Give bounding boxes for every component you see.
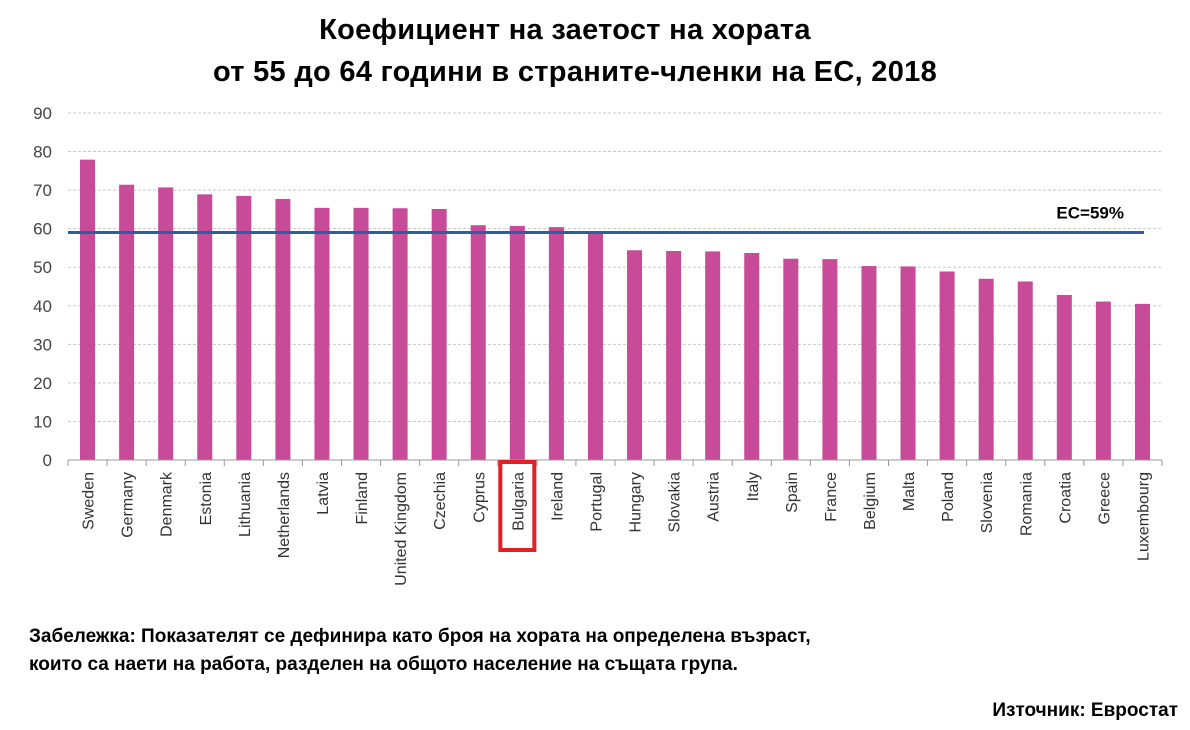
- bar-france: [822, 259, 838, 460]
- bar-portugal: [587, 231, 603, 460]
- note-line-2: които са наети на работа, разделен на об…: [29, 654, 738, 675]
- x-tick-label: Portugal: [588, 472, 605, 532]
- x-tick-label: Slovakia: [667, 472, 684, 533]
- y-tick-label: 60: [33, 220, 52, 239]
- note: Забележка: Показателят се дефинира като …: [29, 623, 811, 679]
- bar-cyprus: [470, 225, 486, 460]
- x-tick-label: Denmark: [159, 471, 176, 537]
- y-tick-label: 40: [33, 297, 52, 316]
- source-label: Източник: Евростат: [992, 700, 1178, 721]
- bar-sweden: [80, 159, 96, 460]
- chart-title-line-2: от 55 до 64 години в страните-членки на …: [212, 56, 938, 88]
- bar-croatia: [1056, 294, 1072, 460]
- bar-germany: [119, 184, 135, 461]
- x-axis: [67, 459, 1163, 466]
- bar-netherlands: [275, 198, 291, 460]
- bar-slovenia: [978, 278, 994, 460]
- x-tick-label: Ireland: [549, 472, 566, 521]
- x-tick-label: Czechia: [432, 472, 449, 530]
- bar-denmark: [158, 187, 174, 460]
- x-tick-label: Spain: [784, 472, 801, 513]
- x-tick-label: Italy: [745, 472, 762, 501]
- x-tick-label: Greece: [1096, 472, 1113, 525]
- x-tick-label: Latvia: [315, 472, 332, 515]
- x-tick-label: United Kingdom: [393, 472, 410, 586]
- x-tick-label: Lithuania: [237, 472, 254, 537]
- bar-estonia: [197, 194, 213, 460]
- bar-spain: [783, 258, 799, 460]
- gridlines: [68, 112, 1162, 422]
- bars: [80, 159, 1150, 461]
- bar-slovakia: [666, 251, 682, 460]
- x-tick-label: Estonia: [198, 472, 215, 525]
- y-tick-label: 20: [33, 374, 52, 393]
- x-axis-labels: Sweden Germany Denmark Estonia Lithuania Neth…: [81, 471, 1153, 586]
- y-tick-label: 70: [33, 181, 52, 200]
- bar-bulgaria: [509, 225, 525, 460]
- x-tick-label: Germany: [120, 472, 137, 538]
- y-tick-label: 90: [33, 104, 52, 123]
- bar-chart: 0 10 20 30 40 50 60 70 80 90 Sweden Germany Denmark…: [33, 104, 1163, 586]
- y-tick-label: 80: [33, 143, 52, 162]
- bar-latvia: [314, 207, 330, 460]
- x-tick-label: Hungary: [628, 472, 645, 532]
- bar-czechia: [431, 209, 447, 460]
- x-tick-label: Finland: [354, 472, 371, 524]
- highlight-box: [498, 460, 537, 552]
- bar-romania: [1017, 281, 1033, 460]
- bar-united-kingdom: [392, 208, 408, 460]
- bar-belgium: [861, 266, 877, 460]
- bar-luxembourg: [1134, 303, 1150, 460]
- x-tick-label: Croatia: [1057, 472, 1074, 524]
- y-tick-label: 30: [33, 335, 52, 354]
- chart-title-line-1: Коефициент на заетост на хората: [319, 14, 811, 46]
- x-tick-label: Sweden: [81, 472, 98, 530]
- x-tick-label: Cyprus: [471, 472, 488, 523]
- y-tick-label: 50: [33, 258, 52, 277]
- x-tick-label: Slovenia: [979, 472, 996, 533]
- x-tick-label: Belgium: [862, 472, 879, 530]
- bulgaria-highlight-box: [498, 460, 537, 552]
- bar-italy: [744, 252, 760, 460]
- y-axis-ticks: 0 10 20 30 40 50 60 70 80 90: [33, 104, 52, 470]
- x-tick-label: Romania: [1018, 472, 1035, 536]
- bar-ireland: [548, 227, 564, 460]
- eu-average-line: ЕС=59%: [68, 204, 1144, 235]
- note-line-1: Забележка: Показателят се дефинира като …: [29, 626, 811, 647]
- bar-greece: [1095, 301, 1111, 460]
- x-tick-label: Netherlands: [276, 472, 293, 558]
- bar-lithuania: [236, 195, 252, 460]
- y-tick-label: 0: [43, 451, 52, 470]
- bar-finland: [353, 207, 369, 460]
- bar-hungary: [627, 250, 643, 460]
- x-tick-label: France: [823, 472, 840, 522]
- eu-average-label: ЕС=59%: [1056, 204, 1124, 223]
- bar-poland: [939, 271, 955, 460]
- y-tick-label: 10: [33, 412, 52, 431]
- x-tick-label: Bulgaria: [510, 472, 527, 531]
- bar-malta: [900, 266, 916, 460]
- bar-austria: [705, 251, 721, 460]
- x-tick-label: Malta: [901, 472, 918, 511]
- x-tick-label: Luxembourg: [1135, 472, 1152, 561]
- x-tick-label: Poland: [940, 472, 957, 522]
- x-tick-label: Austria: [706, 472, 723, 522]
